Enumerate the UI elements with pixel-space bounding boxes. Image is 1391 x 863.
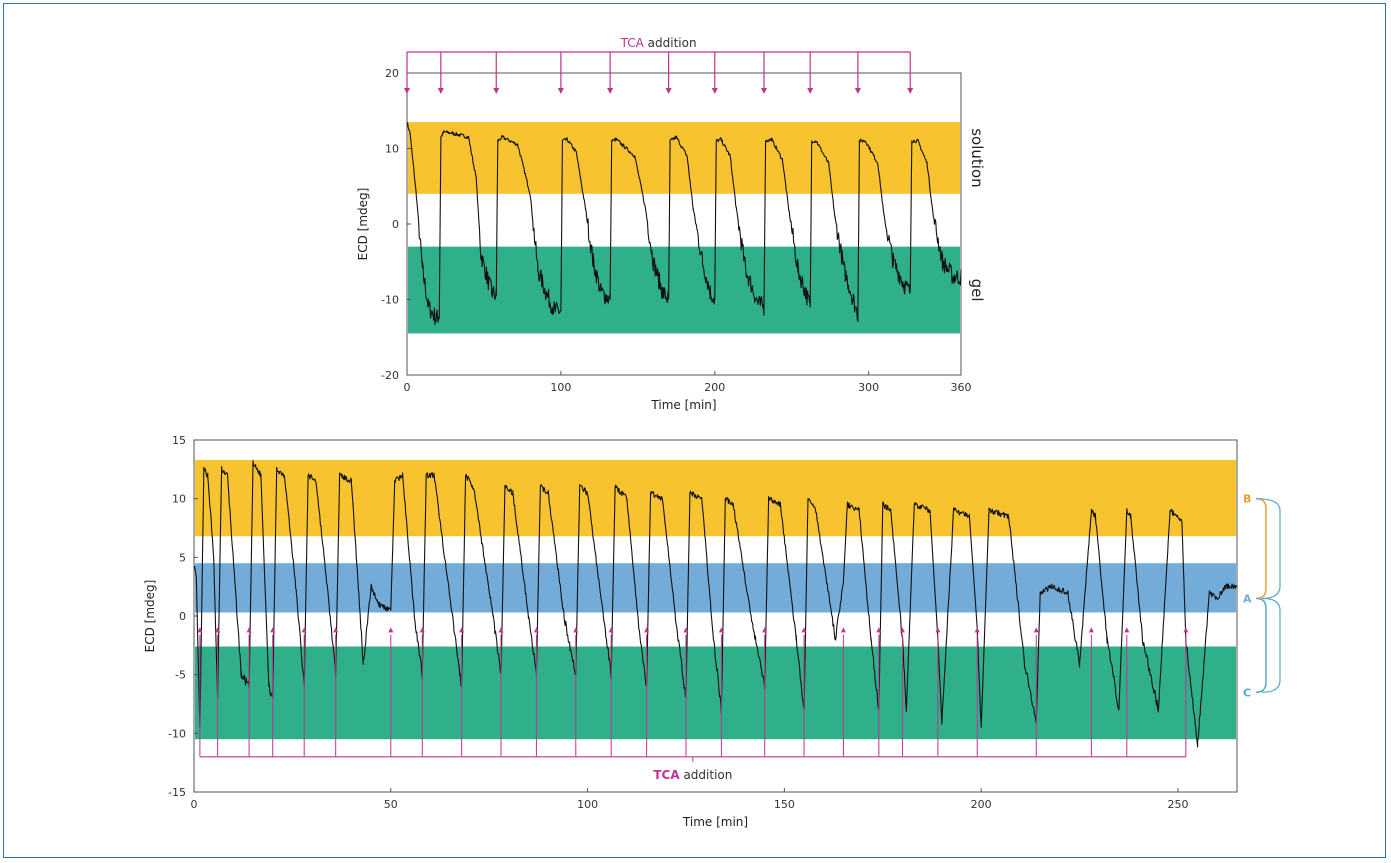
x-tick-label: 360 <box>951 381 972 394</box>
tca-marker-head <box>1124 627 1130 633</box>
tca-marker-head <box>301 627 307 633</box>
band-gel <box>408 246 960 334</box>
y-tick-label: 10 <box>172 493 186 506</box>
tca-marker-head <box>876 627 882 633</box>
tca-marker-head <box>573 627 579 633</box>
y-axis-label: ECD [mdeg] <box>356 188 370 261</box>
tca-marker-head <box>683 627 689 633</box>
tca-annotation: TCA addition <box>620 36 697 50</box>
x-tick-label: 250 <box>1167 798 1188 811</box>
tca-arrow-head <box>607 88 614 94</box>
tca-marker-head <box>419 627 425 633</box>
band-solution <box>408 122 960 194</box>
y-tick-label: -20 <box>381 369 399 382</box>
tca-arrow-head <box>711 88 718 94</box>
x-tick-label: 0 <box>191 798 198 811</box>
tca-marker-head <box>608 627 614 633</box>
state-label-c: C <box>1243 686 1251 699</box>
tca-arrow-head <box>404 88 410 94</box>
tca-marker-head <box>1088 627 1094 633</box>
tca-marker-head <box>974 627 980 633</box>
band-label-gel: gel <box>968 279 986 302</box>
tca-marker-head <box>1033 627 1039 633</box>
y-tick-label: -15 <box>168 786 186 799</box>
tca-marker-head <box>762 627 768 633</box>
ecd-trace <box>193 460 1238 748</box>
tca-marker-head <box>644 627 650 633</box>
tca-marker-head <box>215 627 221 633</box>
tca-marker-head <box>533 627 539 633</box>
tca-marker-head <box>270 627 276 633</box>
y-tick-label: -10 <box>381 294 399 307</box>
x-tick-label: 0 <box>404 381 411 394</box>
tca-arrow-head <box>854 88 861 94</box>
y-tick-label: 0 <box>179 610 186 623</box>
y-tick-label: 20 <box>385 67 399 80</box>
tca-marker-head <box>899 627 905 633</box>
band-label-solution: solution <box>968 128 986 187</box>
tca-marker-head <box>1183 627 1189 633</box>
bracket-a-c <box>1255 597 1267 694</box>
tca-marker-head <box>459 627 465 633</box>
x-tick-label: 150 <box>774 798 795 811</box>
x-tick-label: 300 <box>858 381 879 394</box>
bracket-b-a <box>1255 497 1267 600</box>
y-tick-label: 15 <box>172 434 186 447</box>
tca-marker-head <box>388 627 394 633</box>
tca-arrow-head <box>761 88 768 94</box>
y-axis-label: ECD [mdeg] <box>143 580 157 653</box>
state-label-a: A <box>1243 592 1252 605</box>
x-tick-label: 200 <box>704 381 725 394</box>
y-tick-label: 10 <box>385 143 399 156</box>
x-tick-label: 100 <box>550 381 571 394</box>
tca-marker-head <box>801 627 807 633</box>
bracket-a-b-outer <box>1255 498 1281 599</box>
tca-marker-head <box>840 627 846 633</box>
tca-marker-head <box>498 627 504 633</box>
band-a <box>195 563 1236 613</box>
tca-arrow-head <box>557 88 564 94</box>
tca-arrow-head <box>907 88 914 94</box>
tca-arrow-head <box>665 88 672 94</box>
y-tick-label: -5 <box>175 669 186 682</box>
state-label-b: B <box>1243 493 1251 506</box>
ecd-trace <box>406 122 962 326</box>
x-tick-label: 200 <box>971 798 992 811</box>
tca-marker-head <box>246 627 252 633</box>
bracket-c-a-outer <box>1261 597 1281 693</box>
tca-arrow-head <box>807 88 814 94</box>
y-tick-label: 5 <box>179 551 186 564</box>
y-tick-label: -10 <box>168 727 186 740</box>
x-tick-label: 50 <box>384 798 398 811</box>
figure-frame <box>3 3 1386 858</box>
tca-marker-head <box>197 627 203 633</box>
tca-marker-head <box>333 627 339 633</box>
x-axis-label: Time [min] <box>650 398 716 412</box>
tca-arrow-head <box>437 88 444 94</box>
x-tick-label: 100 <box>577 798 598 811</box>
tca-arrow-head <box>493 88 500 94</box>
x-axis-label: Time [min] <box>682 815 748 829</box>
band-b <box>195 459 1236 537</box>
tca-marker-head <box>935 627 941 633</box>
y-tick-label: 0 <box>392 218 399 231</box>
tca-annotation: TCA addition <box>653 768 732 782</box>
tca-marker-head <box>718 627 724 633</box>
